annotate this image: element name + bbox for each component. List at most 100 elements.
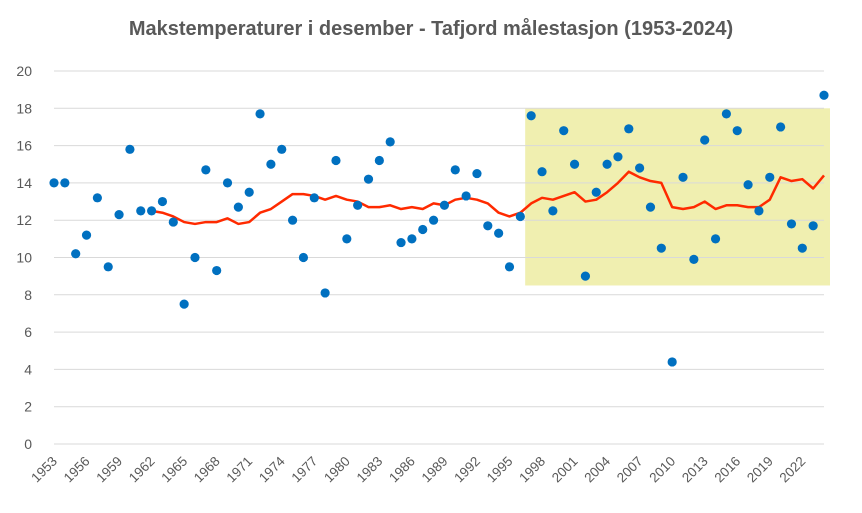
x-tick-label: 1983	[354, 454, 386, 486]
data-point	[92, 193, 102, 203]
data-point	[765, 172, 775, 182]
data-point	[754, 206, 764, 216]
data-point	[515, 211, 525, 222]
data-point	[418, 224, 428, 235]
x-tick-label: 2004	[581, 453, 613, 485]
data-point	[776, 122, 786, 132]
data-point	[504, 262, 515, 272]
data-point	[439, 200, 450, 210]
x-tick-label: 1998	[516, 454, 548, 486]
data-point	[266, 159, 276, 169]
y-tick-label: 8	[24, 287, 32, 303]
data-point	[667, 357, 677, 367]
data-point	[81, 230, 92, 240]
y-tick-label: 10	[16, 250, 32, 266]
data-point	[277, 144, 287, 154]
data-point	[819, 90, 829, 100]
data-point	[71, 249, 81, 259]
data-point	[721, 109, 731, 119]
y-tick-label: 0	[24, 436, 32, 452]
data-point	[808, 221, 818, 231]
x-tick-label: 1995	[484, 454, 516, 486]
data-point	[461, 191, 471, 201]
data-point	[732, 126, 742, 136]
x-tick-label: 2019	[744, 454, 776, 486]
data-point	[645, 202, 656, 212]
chart-title: Makstemperaturer i desember - Tafjord må…	[128, 18, 734, 40]
data-point	[255, 109, 265, 119]
data-point	[396, 237, 406, 248]
data-point	[494, 228, 504, 238]
data-point	[678, 172, 688, 182]
data-point	[569, 159, 580, 169]
data-point	[743, 180, 753, 190]
data-point	[320, 288, 330, 298]
data-point	[548, 206, 558, 216]
data-point	[656, 243, 666, 253]
data-point	[190, 252, 200, 263]
y-tick-label: 2	[24, 399, 32, 415]
data-point	[483, 221, 493, 231]
data-point	[342, 234, 352, 244]
data-point	[613, 152, 623, 162]
moving-average-line	[151, 170, 825, 226]
x-tick-label: 2016	[712, 454, 744, 486]
data-point	[591, 187, 601, 197]
data-point	[624, 124, 634, 134]
y-tick-label: 14	[16, 175, 32, 191]
data-point	[147, 206, 157, 216]
x-tick-label: 2013	[679, 454, 711, 486]
y-tick-label: 16	[16, 138, 32, 154]
x-tick-label: 1992	[451, 454, 483, 486]
data-point	[49, 178, 59, 188]
data-point	[797, 243, 807, 253]
x-tick-label: 1980	[321, 454, 353, 486]
data-point	[602, 159, 612, 169]
data-point	[287, 215, 298, 225]
data-point	[786, 219, 797, 229]
data-point	[363, 174, 374, 184]
x-tick-label: 1956	[61, 454, 93, 486]
data-point	[298, 252, 309, 263]
highlight-region	[525, 108, 830, 286]
x-tick-label: 1974	[256, 453, 288, 485]
data-point	[472, 168, 482, 179]
data-point	[559, 126, 569, 136]
data-point	[428, 215, 439, 225]
y-tick-label: 18	[16, 100, 32, 116]
x-tick-label: 1971	[223, 454, 255, 486]
x-tick-label: 2010	[646, 454, 678, 486]
x-tick-label: 1959	[93, 454, 125, 486]
data-point	[635, 163, 645, 173]
data-point	[689, 254, 699, 264]
data-point	[526, 111, 536, 121]
data-point	[385, 137, 395, 147]
data-point	[157, 196, 168, 207]
x-tick-label: 1986	[386, 454, 418, 486]
data-point	[710, 234, 721, 244]
data-point	[212, 265, 222, 276]
data-point	[201, 165, 211, 175]
y-tick-label: 20	[16, 63, 32, 79]
y-tick-label: 4	[24, 361, 32, 377]
x-tick-label: 1962	[126, 454, 158, 486]
data-point	[353, 200, 363, 210]
data-point	[60, 178, 70, 188]
data-point	[222, 178, 233, 188]
x-tick-label: 1968	[191, 454, 223, 486]
data-point	[179, 299, 189, 309]
data-point	[309, 193, 319, 203]
data-point	[136, 206, 146, 216]
x-tick-label: 2022	[777, 454, 809, 486]
y-tick-label: 6	[24, 324, 32, 340]
x-tick-label: 1953	[28, 454, 60, 486]
data-point	[537, 167, 547, 177]
x-tick-label: 1977	[289, 454, 321, 486]
data-point	[233, 202, 243, 212]
y-tick-label: 12	[16, 212, 32, 228]
data-point	[407, 234, 417, 244]
data-point	[168, 217, 178, 227]
x-tick-label: 2001	[549, 454, 581, 486]
data-point	[125, 144, 135, 154]
data-point	[114, 210, 124, 220]
